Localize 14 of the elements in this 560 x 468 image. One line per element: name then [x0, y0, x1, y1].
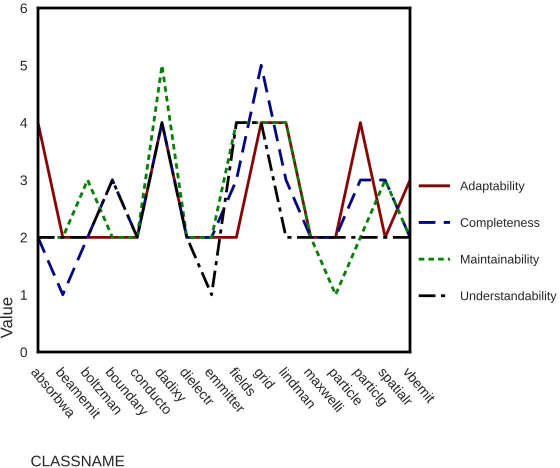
y-tick-label: 6	[20, 3, 27, 14]
line-series	[38, 64, 410, 296]
y-tick-label: 0	[20, 347, 28, 358]
y-tick-label: 5	[20, 60, 27, 71]
y-tick-label: 3	[20, 175, 27, 186]
legend-label: Understandability	[460, 291, 557, 303]
legend-label: Completeness	[460, 218, 540, 230]
y-tick-label: 4	[20, 118, 28, 128]
legend-label: Adaptability	[460, 181, 525, 193]
legend-label: Maintainability	[461, 254, 540, 266]
y-axis-title: Value	[0, 298, 12, 338]
y-tick-label: 2	[20, 232, 27, 242]
y-tick-label: 1	[20, 290, 27, 300]
x-axis-title: CLASSNAME	[31, 456, 124, 466]
